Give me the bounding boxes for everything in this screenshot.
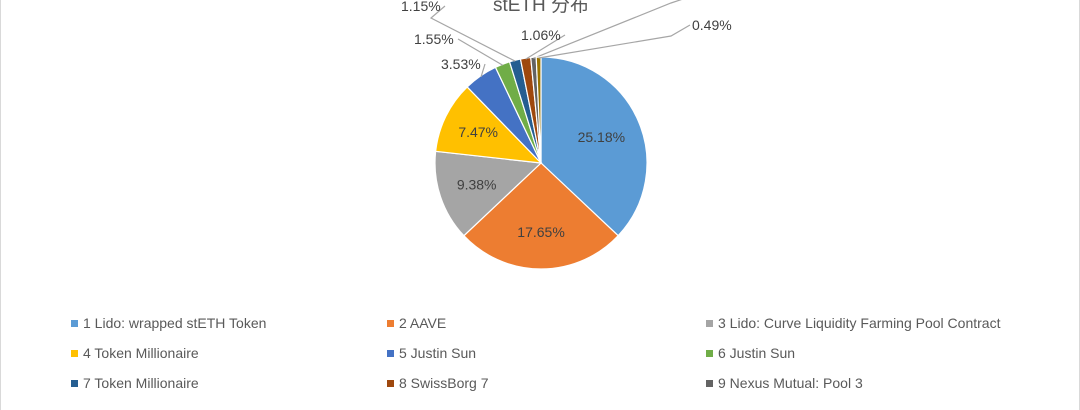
data-label-4: 7.47% [458,124,498,140]
leader-line-9 [533,0,682,59]
legend-swatch [387,349,394,357]
data-label-3: 9.38% [457,177,497,193]
legend-label: 7 Token Millionaire [83,375,199,391]
legend-label: 1 Lido: wrapped stETH Token [83,315,267,331]
chart-title: stETH 分布 [492,0,590,16]
legend-item: 7 Token Millionaire [71,372,199,394]
legend-swatch [387,379,394,387]
legend-item: 5 Justin Sun [387,342,476,364]
data-label-6: 1.55% [414,31,454,47]
legend-swatch [71,319,78,327]
data-label-8: 1.06% [521,27,561,43]
leader-line-10 [538,24,691,59]
legend-label: 9 Nexus Mutual: Pool 3 [718,375,863,391]
legend-swatch [706,319,713,327]
legend-swatch [387,319,394,327]
legend-item: 1 Lido: wrapped stETH Token [71,312,266,334]
pie-slice-1 [540,56,648,237]
data-label-2: 17.65% [517,224,564,240]
leader-line-5 [480,63,486,77]
pie-slice-2 [463,162,620,270]
legend-swatch [71,379,78,387]
legend-swatch [71,349,78,357]
legend-label: 4 Token Millionaire [83,345,199,361]
legend-item: 3 Lido: Curve Liquidity Farming Pool Con… [706,312,1000,334]
legend-item: 9 Nexus Mutual: Pool 3 [706,372,863,394]
pie-slice-3 [434,150,543,237]
legend-label: 6 Justin Sun [718,345,796,361]
legend-swatch [706,379,713,387]
leader-line-7 [429,5,516,62]
data-label-1: 25.18% [578,129,625,145]
pie-slice-4 [434,86,543,164]
legend-label: 2 AAVE [399,315,447,331]
data-label-5: 3.53% [441,56,481,72]
legend-item: 2 AAVE [387,312,446,334]
leader-line-6 [457,38,504,66]
legend-item: 6 Justin Sun [706,342,795,364]
data-label-10: 0.49% [692,17,732,33]
leader-line-8 [525,34,566,60]
legend-item: 8 SwissBorg 7 [387,372,488,394]
legend-item [71,402,83,410]
data-label-7: 1.15% [401,0,441,14]
legend-label: 8 SwissBorg 7 [399,375,489,391]
pie-slice-10 [535,56,542,164]
legend-item: 4 Token Millionaire [71,342,199,364]
legend-label: 5 Justin Sun [399,345,477,361]
legend-swatch [706,349,713,357]
legend-label: 3 Lido: Curve Liquidity Farming Pool Con… [718,315,1001,331]
